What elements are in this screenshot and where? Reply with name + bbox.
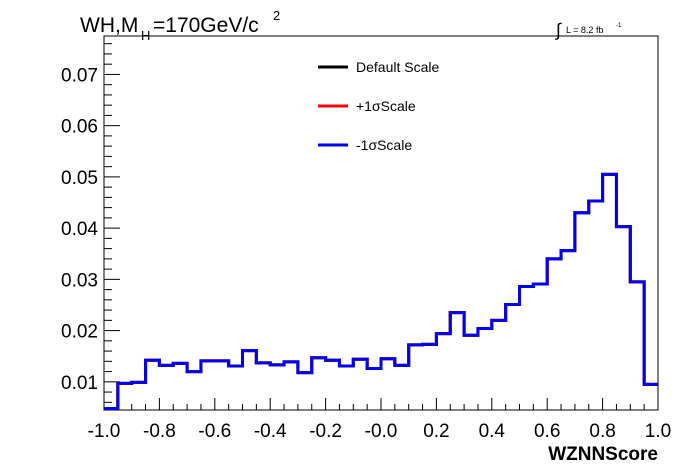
- legend-label: +1σScale: [356, 98, 416, 114]
- x-tick-label: -1.0: [88, 421, 121, 442]
- series-layer: [104, 172, 658, 410]
- series-line-2: [104, 172, 658, 410]
- legend: Default Scale +1σScale -1σScale: [318, 59, 439, 153]
- x-tick-label: 0.6: [534, 421, 560, 442]
- legend-label: Default Scale: [356, 59, 439, 75]
- x-tick-label: 0.2: [423, 421, 449, 442]
- title-superscript: 2: [273, 8, 280, 23]
- title-prefix: WH,M: [80, 14, 138, 37]
- y-tick-label: 0.07: [61, 65, 98, 86]
- lumi-text: L = 8.2 fb: [566, 25, 603, 35]
- chart-title: WH,M H =170GeV/c 2: [80, 8, 280, 43]
- x-tick-label: -0.4: [254, 421, 287, 442]
- integral-symbol: ∫: [554, 20, 562, 40]
- x-tick-label: 0.4: [479, 421, 506, 442]
- luminosity-label: ∫ L = 8.2 fb -1: [554, 20, 622, 40]
- x-tick-label: -0.2: [309, 421, 342, 442]
- x-tick-label: 0.8: [589, 421, 615, 442]
- y-tick-label: 0.06: [61, 117, 98, 138]
- y-tick-label: 0.02: [61, 322, 98, 343]
- x-tick-label: -0.6: [198, 421, 231, 442]
- y-tick-label: 0.05: [61, 168, 98, 189]
- y-tick-label: 0.01: [61, 373, 98, 394]
- lumi-superscript: -1: [616, 23, 622, 29]
- series-line-3: [104, 172, 658, 410]
- y-tick-label: 0.04: [61, 219, 98, 240]
- legend-label: -1σScale: [356, 137, 412, 153]
- title-value: =170GeV/c: [153, 14, 259, 37]
- x-tick-label: 1.0: [645, 421, 671, 442]
- y-tick-label: 0.03: [61, 270, 98, 291]
- x-axis: -1.0 -0.8 -0.6 -0.4 -0.2 -0.0 0.2 0.4 0.6 0.8 1.0: [88, 398, 671, 442]
- x-axis-label: WZNNScore: [548, 444, 658, 465]
- y-axis: 0.01 0.02 0.03 0.04 0.05 0.06 0.07: [61, 43, 120, 403]
- x-tick-label: -0.0: [365, 421, 398, 442]
- series-line-1: [104, 172, 658, 410]
- x-tick-label: -0.8: [143, 421, 176, 442]
